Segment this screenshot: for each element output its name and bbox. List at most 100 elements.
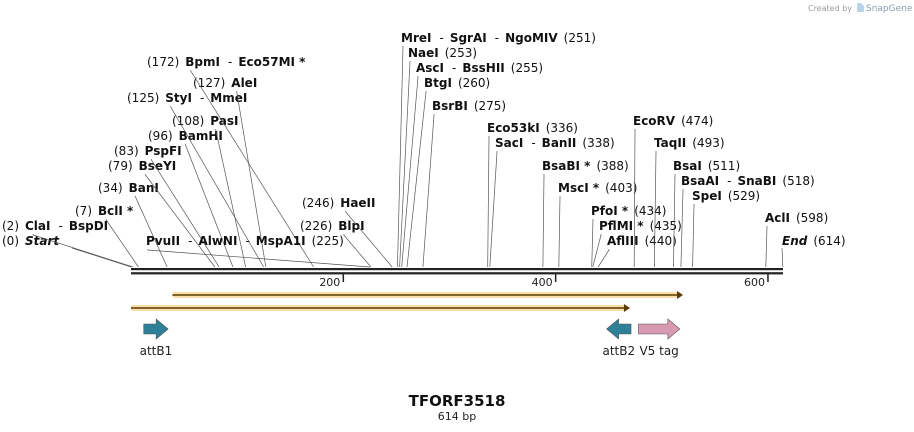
- site-spei[interactable]: SpeI (529): [692, 189, 760, 268]
- site-label-sep: -: [222, 55, 232, 69]
- svg-text:(125) StyI - MmeI: (125) StyI - MmeI: [127, 91, 247, 105]
- ruler-ticks: 200 400 600: [319, 274, 769, 289]
- site-pfoi[interactable]: PfoI * (434): [591, 204, 666, 268]
- svg-text:SacI - BanII (338): SacI - BanII (338): [495, 136, 615, 150]
- site-label-name3: NgoMIV: [499, 31, 558, 45]
- site-label-name: Start: [19, 234, 60, 248]
- feature-attb2[interactable]: attB2: [602, 318, 635, 358]
- site-bseyi[interactable]: (79) BseYI: [108, 159, 216, 268]
- site-alei[interactable]: (127) AleI: [193, 76, 267, 268]
- site-leader-line: [190, 70, 314, 268]
- orf-lower[interactable]: [131, 304, 630, 312]
- site-leader-line: [343, 234, 372, 268]
- feature-label: attB1: [140, 344, 173, 358]
- site-eco53ki[interactable]: Eco53kI (336): [487, 121, 578, 268]
- site-label-name: MscI *: [558, 181, 600, 195]
- site-bsabi[interactable]: BsaBI * (388): [542, 159, 629, 268]
- site-leader-line: [32, 234, 134, 268]
- site-label-name: BseYI: [133, 159, 177, 173]
- site-label-sep: -: [433, 31, 443, 45]
- site-bsrbi[interactable]: BsrBI (275): [422, 99, 506, 268]
- site-msci[interactable]: MscI * (403): [558, 181, 637, 268]
- svg-text:End (614): End (614): [782, 234, 846, 248]
- site-leader-line: [71, 247, 132, 268]
- tick-label: 200: [319, 276, 340, 289]
- site-label-pre: (108): [172, 114, 204, 128]
- site-label-post: (388): [590, 159, 628, 173]
- created-by-text: Created by: [808, 4, 852, 13]
- site-label-post: (253): [439, 46, 477, 60]
- site-pasi[interactable]: (108) PasI: [172, 114, 246, 268]
- site-label-name: HaeII: [334, 196, 375, 210]
- site-bsaai[interactable]: BsaAI - SnaBI (518): [680, 174, 815, 268]
- site-label-name: EcoRV: [633, 114, 676, 128]
- site-taqii[interactable]: TaqII (493): [654, 136, 725, 268]
- site-label-post: (338): [576, 136, 614, 150]
- site-label-pre: (83): [114, 144, 139, 158]
- site-afliii[interactable]: AflIII (440): [597, 234, 677, 268]
- site-label-post: (529): [722, 189, 760, 203]
- feature-attb1[interactable]: attB1: [140, 318, 173, 358]
- site-leader-line: [406, 91, 427, 268]
- sequence-backbone: [131, 268, 783, 275]
- site-haeii[interactable]: (246) HaeII: [302, 196, 393, 268]
- site-pvuii[interactable]: PvuII - AlwNI - MspA1I (225): [146, 234, 370, 268]
- site-start[interactable]: (0) Start: [2, 234, 132, 268]
- site-end[interactable]: End (614): [781, 234, 846, 268]
- site-leader-line: [215, 129, 246, 268]
- site-label-name: AscI: [416, 61, 444, 75]
- site-bcli[interactable]: (7) BclI *: [75, 204, 139, 268]
- site-pspfi[interactable]: (83) PspFI: [114, 144, 220, 268]
- svg-text:(0) Start: (0) Start: [2, 234, 60, 248]
- site-label-post: (275): [468, 99, 506, 113]
- orf-upper[interactable]: [172, 291, 684, 299]
- site-label-name: BlpI: [332, 219, 364, 233]
- site-label-name2: MmeI: [204, 91, 247, 105]
- svg-text:BsaBI * (388): BsaBI * (388): [542, 159, 629, 173]
- site-label-post: (434): [628, 204, 666, 218]
- site-label-name: StyI: [159, 91, 192, 105]
- site-leader-line: [654, 151, 657, 268]
- site-blpi[interactable]: (226) BlpI: [300, 219, 372, 268]
- site-label-name2: SgrAI: [444, 31, 487, 45]
- site-label-post: (260): [452, 76, 490, 90]
- site-btgi[interactable]: BtgI (260): [406, 76, 490, 268]
- site-leader-line: [401, 76, 419, 268]
- site-label-name: PasI: [204, 114, 238, 128]
- site-label-pre: (34): [98, 181, 123, 195]
- site-leader-line: [105, 219, 139, 268]
- site-bpmi[interactable]: (172) BpmI - Eco57MI *: [147, 55, 314, 268]
- svg-text:(226) BlpI: (226) BlpI: [300, 219, 365, 233]
- site-label-sep: -: [52, 219, 62, 233]
- svg-text:AscI - BssHII (255): AscI - BssHII (255): [416, 61, 543, 75]
- site-label-pre: (127): [193, 76, 225, 90]
- site-mrei[interactable]: MreI - SgrAI - NgoMIV (251): [397, 31, 596, 268]
- site-label-name: AleI: [225, 76, 257, 90]
- feature-v5-tag[interactable]: V5 tag: [638, 318, 681, 358]
- open-reading-frames: [131, 291, 684, 312]
- svg-text:NaeI (253): NaeI (253): [408, 46, 477, 60]
- site-acli[interactable]: AclI (598): [765, 211, 828, 268]
- site-label-name: PvuII: [146, 234, 180, 248]
- site-label-pre: (0): [2, 234, 19, 248]
- site-label-sep: -: [446, 61, 456, 75]
- site-leader-line: [765, 226, 768, 268]
- site-label-post: (403): [599, 181, 637, 195]
- site-styi[interactable]: (125) StyI - MmeI: [127, 91, 265, 268]
- site-asci[interactable]: AscI - BssHII (255): [401, 61, 543, 268]
- site-label-name: SpeI: [692, 189, 722, 203]
- site-ecorv[interactable]: EcoRV (474): [633, 114, 713, 268]
- site-leader-line: [558, 196, 561, 268]
- site-label-post: (336): [540, 121, 578, 135]
- site-clai[interactable]: (2) ClaI - BspDI: [2, 219, 134, 268]
- site-bsai[interactable]: BsaI (511): [673, 159, 740, 268]
- site-label-name: BanI: [123, 181, 159, 195]
- site-leader-line: [151, 159, 220, 268]
- site-label-name: BamHI: [173, 129, 223, 143]
- site-saci[interactable]: SacI - BanII (338): [489, 136, 615, 268]
- site-leader-line: [487, 136, 490, 268]
- site-bani[interactable]: (34) BanI: [98, 181, 168, 268]
- site-pflmi[interactable]: PflMI * (435): [592, 219, 682, 268]
- site-naei[interactable]: NaeI (253): [399, 46, 477, 268]
- site-label-name: BtgI: [424, 76, 452, 90]
